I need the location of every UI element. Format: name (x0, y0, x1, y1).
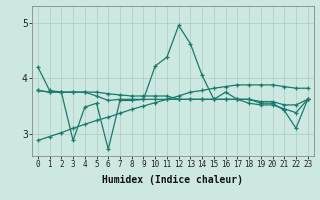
X-axis label: Humidex (Indice chaleur): Humidex (Indice chaleur) (102, 175, 243, 185)
